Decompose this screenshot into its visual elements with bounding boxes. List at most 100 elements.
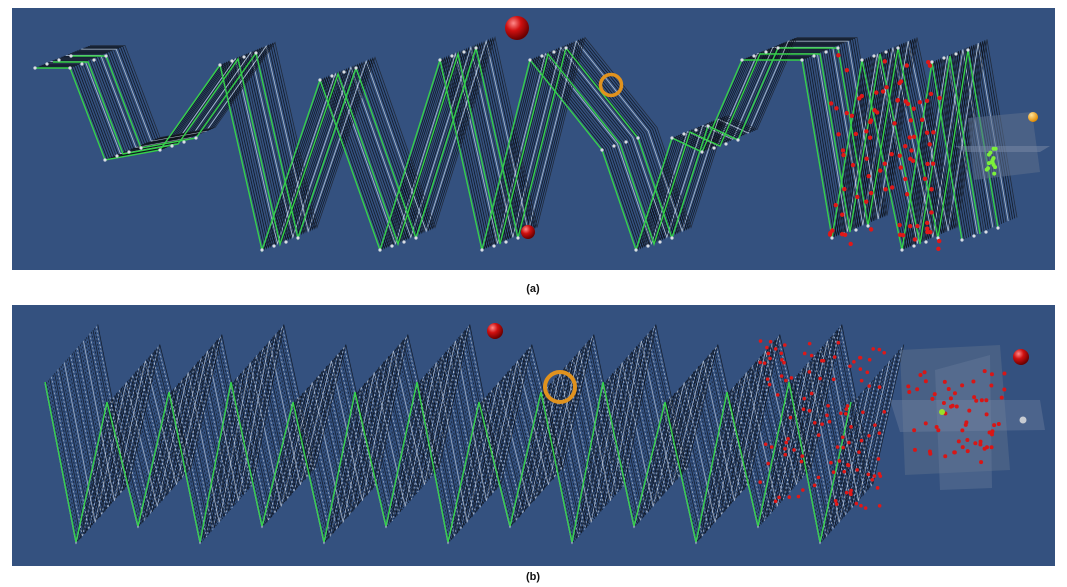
red-point [924, 379, 928, 383]
red-point [943, 454, 947, 458]
node [800, 58, 803, 61]
red-point [955, 404, 959, 408]
green-point [992, 172, 996, 176]
red-point [840, 213, 844, 217]
red-point [890, 185, 894, 189]
red-point [802, 397, 806, 401]
red-point [829, 461, 833, 465]
red-point [825, 414, 829, 418]
red-point [937, 96, 941, 100]
red-point [783, 447, 787, 451]
red-point [915, 387, 919, 391]
green-point [985, 168, 989, 172]
red-point [832, 470, 836, 474]
node [103, 158, 106, 161]
node [402, 240, 405, 243]
red-point [973, 441, 977, 445]
red-point [925, 162, 929, 166]
green-point [987, 161, 991, 165]
red-point [965, 438, 969, 442]
node [866, 224, 869, 227]
node [492, 244, 495, 247]
node [296, 236, 299, 239]
red-point [766, 352, 770, 356]
red-point [985, 412, 989, 416]
node [378, 248, 381, 251]
red-point [846, 404, 850, 408]
node [450, 54, 453, 57]
red-point [978, 443, 982, 447]
red-point [869, 191, 873, 195]
red-point [840, 232, 844, 236]
node [170, 144, 173, 147]
red-point [926, 60, 930, 64]
red-point [818, 377, 822, 381]
node [912, 244, 915, 247]
red-point [758, 480, 762, 484]
node [528, 58, 531, 61]
red-point [899, 79, 903, 83]
red-point [783, 343, 787, 347]
node [92, 58, 95, 61]
node [414, 236, 417, 239]
node [438, 58, 441, 61]
red-point [918, 100, 922, 104]
red-point [990, 372, 994, 376]
node [824, 50, 827, 53]
red-point [979, 460, 983, 464]
red-point [867, 384, 871, 388]
node [540, 54, 543, 57]
red-point [817, 476, 821, 480]
red-point [784, 379, 788, 383]
red-point [876, 486, 880, 490]
figure: (a) (b) [0, 0, 1067, 587]
node [812, 54, 815, 57]
node [462, 50, 465, 53]
red-point [912, 135, 916, 139]
node [230, 59, 233, 62]
red-point [866, 174, 870, 178]
node [924, 240, 927, 243]
red-point [855, 468, 859, 472]
red-point [834, 499, 838, 503]
red-point [802, 407, 806, 411]
red-point [912, 107, 916, 111]
red-point [808, 409, 812, 413]
red-point [924, 421, 928, 425]
red-point [829, 101, 833, 105]
red-point [835, 502, 839, 506]
red-point [1000, 396, 1004, 400]
red-point [889, 152, 893, 156]
red-point [913, 237, 917, 241]
node [930, 60, 933, 63]
red-point [980, 398, 984, 402]
red-point [765, 346, 769, 350]
red-point [792, 448, 796, 452]
red-point [873, 474, 877, 478]
node [624, 140, 627, 143]
red-point [873, 423, 877, 427]
red-point [964, 423, 968, 427]
red-point [769, 340, 773, 344]
red-point [966, 449, 970, 453]
red-point [860, 439, 864, 443]
red-point [972, 395, 976, 399]
red-point [929, 210, 933, 214]
red-point [759, 339, 763, 343]
red-point [834, 203, 838, 207]
red-point [892, 121, 896, 125]
node [646, 244, 649, 247]
red-point [864, 129, 868, 133]
node [972, 234, 975, 237]
red-point [846, 463, 850, 467]
red-point [820, 359, 824, 363]
node [712, 146, 715, 149]
red-point [874, 90, 878, 94]
red-point [865, 371, 869, 375]
red-point [833, 355, 837, 359]
red-point [943, 380, 947, 384]
node [636, 136, 639, 139]
node [954, 52, 957, 55]
red-point [925, 130, 929, 134]
red-point [847, 441, 851, 445]
